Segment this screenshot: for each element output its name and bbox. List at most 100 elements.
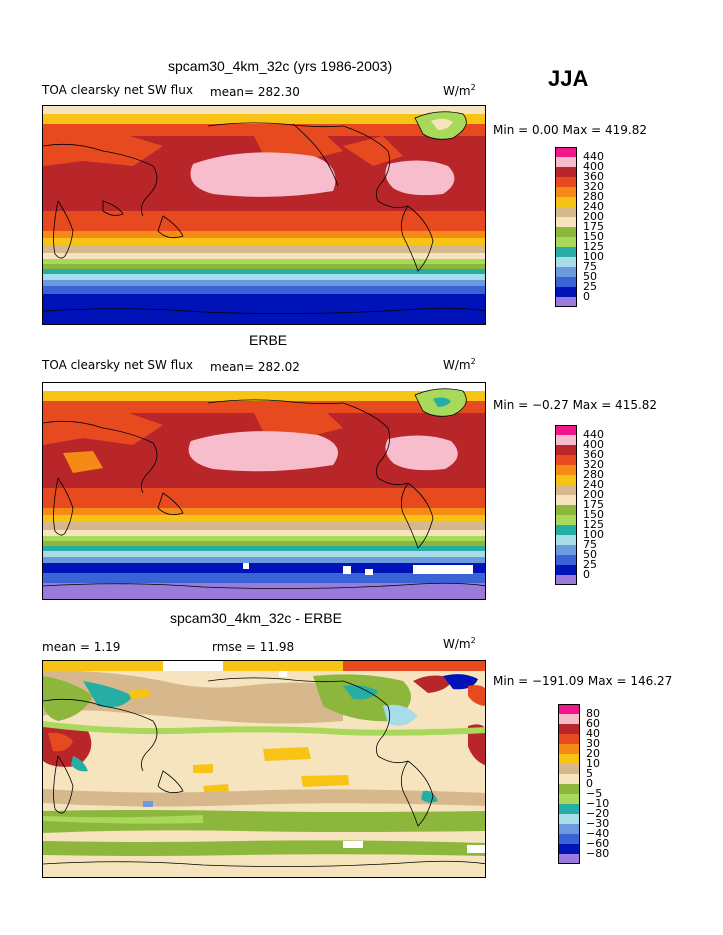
colorbar-tick: 40 xyxy=(586,727,600,740)
panel1-colorbar: 440 400 360 320 280 240 200 175 150 125 … xyxy=(555,147,635,317)
colorbar-tick: 30 xyxy=(586,737,600,750)
swatch xyxy=(555,565,577,575)
colorbar-tick: 240 xyxy=(583,200,604,213)
swatch xyxy=(555,505,577,515)
swatch xyxy=(555,555,577,565)
colorbar-tick: 75 xyxy=(583,538,597,551)
colorbar-tick: −20 xyxy=(586,807,610,820)
swatch xyxy=(555,167,577,177)
swatch xyxy=(555,177,577,187)
panel2-units: W/m2 xyxy=(443,357,476,372)
colorbar-tick: 320 xyxy=(583,180,604,193)
colorbar-tick: −30 xyxy=(586,817,610,830)
panel3-colorbar: 80 60 40 30 20 10 5 0 −5 −10 −20 −30 −40… xyxy=(558,704,638,874)
swatch xyxy=(555,227,577,237)
colorbar-tick: 320 xyxy=(583,458,604,471)
panel3-title: spcam30_4km_32c - ERBE xyxy=(170,610,342,626)
swatch xyxy=(555,455,577,465)
colorbar-tick: 0 xyxy=(583,290,590,303)
colorbar-tick: 80 xyxy=(586,707,600,720)
panel2-map xyxy=(42,382,486,600)
colorbar-tick: 125 xyxy=(583,240,604,253)
swatch xyxy=(555,495,577,505)
swatch xyxy=(558,804,580,814)
colorbar-tick: 440 xyxy=(583,428,604,441)
swatch xyxy=(555,575,577,585)
colorbar-tick: 150 xyxy=(583,230,604,243)
swatch xyxy=(555,277,577,287)
swatch xyxy=(558,754,580,764)
panel3-units: W/m2 xyxy=(443,636,476,651)
colorbar-tick: 0 xyxy=(583,568,590,581)
swatch xyxy=(555,187,577,197)
swatch xyxy=(558,734,580,744)
panel2-minmax: Min = −0.27 Max = 415.82 xyxy=(493,398,658,412)
swatch xyxy=(558,834,580,844)
swatch xyxy=(558,744,580,754)
swatch xyxy=(555,485,577,495)
colorbar-tick: −40 xyxy=(586,827,610,840)
swatch xyxy=(555,435,577,445)
swatch xyxy=(555,267,577,277)
swatch xyxy=(555,465,577,475)
colorbar-tick: 400 xyxy=(583,438,604,451)
panel1-map xyxy=(42,105,486,325)
colorbar-tick: −60 xyxy=(586,837,610,850)
panel2-mean: mean= 282.02 xyxy=(210,360,300,374)
colorbar-tick: 10 xyxy=(586,757,600,770)
colorbar-tick: 125 xyxy=(583,518,604,531)
swatch xyxy=(555,157,577,167)
colorbar-tick: −10 xyxy=(586,797,610,810)
swatch xyxy=(555,535,577,545)
colorbar-tick: 400 xyxy=(583,160,604,173)
panel3-minmax: Min = −191.09 Max = 146.27 xyxy=(493,674,673,688)
panel1-mean: mean= 282.30 xyxy=(210,85,300,99)
colorbar-tick: 280 xyxy=(583,468,604,481)
swatch xyxy=(558,714,580,724)
colorbar-tick: 150 xyxy=(583,508,604,521)
colorbar-tick: 60 xyxy=(586,717,600,730)
panel3-map xyxy=(42,660,486,878)
swatch xyxy=(555,445,577,455)
panel2-title: ERBE xyxy=(249,332,288,348)
colorbar-tick: −5 xyxy=(586,787,603,800)
colorbar-tick: 175 xyxy=(583,498,604,511)
colorbar-tick: 200 xyxy=(583,488,604,501)
swatch xyxy=(558,704,580,714)
panel2-variable: TOA clearsky net SW flux xyxy=(42,358,193,372)
colorbar-tick: 5 xyxy=(586,767,593,780)
swatch xyxy=(555,425,577,435)
swatch xyxy=(555,287,577,297)
swatch xyxy=(555,207,577,217)
colorbar-tick: 20 xyxy=(586,747,600,760)
swatch xyxy=(558,824,580,834)
colorbar-tick: 175 xyxy=(583,220,604,233)
season-label: JJA xyxy=(548,66,589,91)
colorbar-tick: 25 xyxy=(583,280,597,293)
colorbar-tick: 440 xyxy=(583,150,604,163)
swatch xyxy=(558,844,580,854)
panel2-colorbar: 440 400 360 320 280 240 200 175 150 125 … xyxy=(555,425,635,595)
swatch xyxy=(555,237,577,247)
colorbar-tick: 75 xyxy=(583,260,597,273)
swatch xyxy=(555,525,577,535)
swatch xyxy=(558,854,580,864)
swatch xyxy=(555,247,577,257)
colorbar-tick: 200 xyxy=(583,210,604,223)
colorbar-tick: −80 xyxy=(586,847,610,860)
swatch xyxy=(555,197,577,207)
swatch xyxy=(558,774,580,784)
colorbar-tick: 0 xyxy=(586,777,593,790)
swatch xyxy=(555,147,577,157)
swatch xyxy=(555,297,577,307)
panel3-mean: mean = 1.19 xyxy=(42,640,121,654)
colorbar-tick: 25 xyxy=(583,558,597,571)
panel1-variable: TOA clearsky net SW flux xyxy=(42,83,193,97)
swatch xyxy=(555,545,577,555)
colorbar-tick: 360 xyxy=(583,170,604,183)
colorbar-tick: 50 xyxy=(583,270,597,283)
swatch xyxy=(558,764,580,774)
colorbar-tick: 50 xyxy=(583,548,597,561)
colorbar-tick: 240 xyxy=(583,478,604,491)
colorbar-tick: 280 xyxy=(583,190,604,203)
